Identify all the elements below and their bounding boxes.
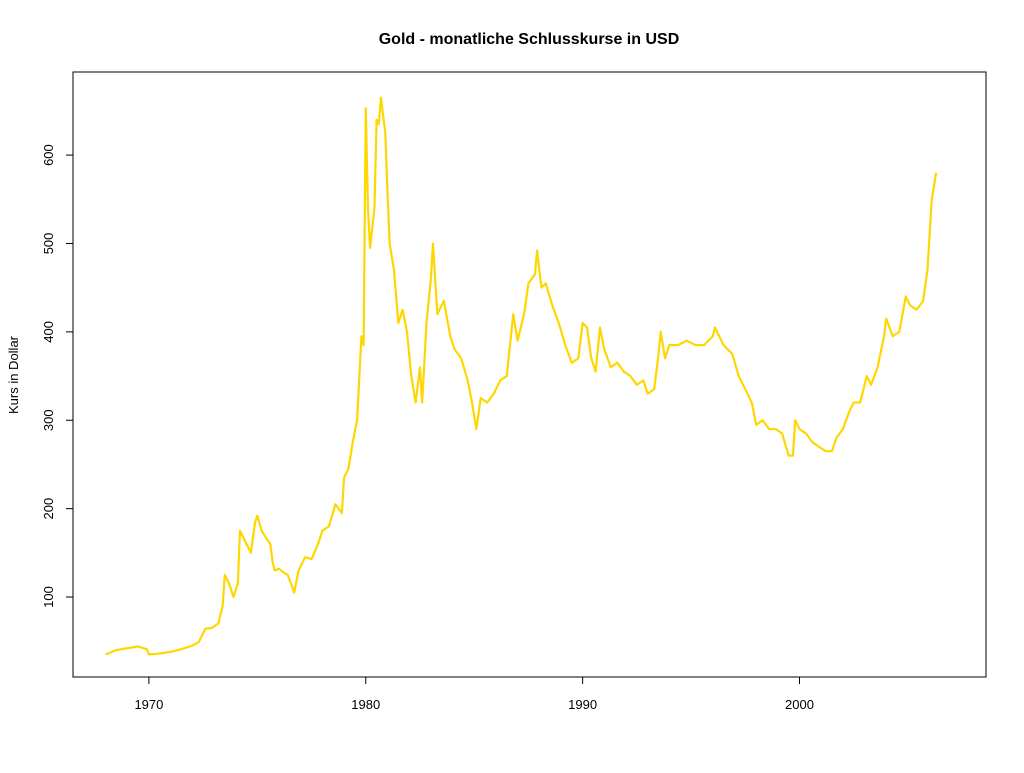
y-tick-label: 300 (41, 409, 56, 431)
y-tick-label: 400 (41, 321, 56, 343)
price-line (105, 96, 938, 656)
chart-title: Gold - monatliche Schlusskurse in USD (379, 31, 680, 48)
y-tick-label: 200 (41, 498, 56, 520)
y-tick-label: 100 (41, 586, 56, 608)
x-tick-label: 1980 (351, 697, 380, 712)
x-tick-label: 1970 (134, 697, 163, 712)
y-tick-label: 500 (41, 233, 56, 255)
y-tick-label: 600 (41, 144, 56, 166)
plot-box (72, 71, 987, 678)
x-tick-label: 1990 (568, 697, 597, 712)
x-tick-label: 2000 (785, 697, 814, 712)
y-axis-label: Kurs in Dollar (6, 335, 21, 414)
